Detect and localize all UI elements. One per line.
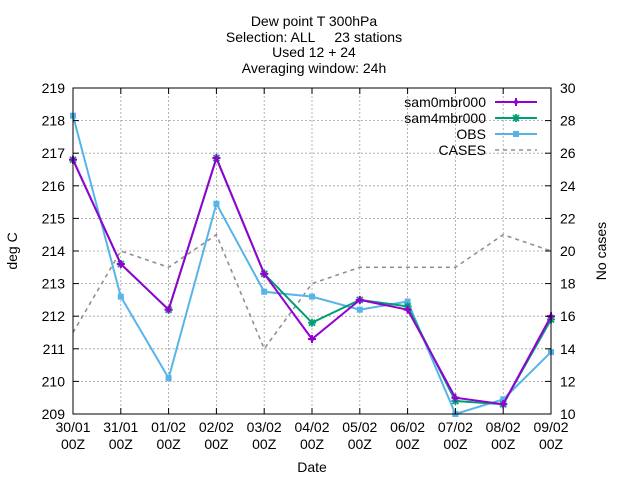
x-tick-label-time: 00Z [300,436,325,452]
legend-label: sam0mbr000 [404,94,486,110]
point-marker-center [309,336,315,342]
series-sam0mbr000 [69,154,555,409]
square-point-marker [356,306,363,313]
x-tick-label-date: 06/02 [390,419,425,435]
y2-tick-label: 28 [560,113,576,129]
x-tick-label-time: 00Z [491,436,516,452]
point-marker-center [513,99,519,105]
y-tick-label: 213 [42,276,66,292]
y-tick-label: 217 [42,145,66,161]
y2-tick-label: 26 [560,145,576,161]
square-point-marker [213,200,220,207]
point-marker-center [405,307,410,312]
y-tick-label: 218 [42,113,66,129]
x-tick-label-time: 00Z [443,436,468,452]
point-marker-center [453,395,458,400]
point-marker-center [357,297,362,303]
x-tick-label-time: 00Z [539,436,564,452]
legend-label: OBS [456,126,486,142]
star-point-marker [512,114,520,122]
y2-tick-label: 14 [560,341,576,357]
x-tick-label-time: 00Z [109,436,134,452]
title-line-2: Selection: ALL 23 stations [226,29,402,45]
x-tick-label-date: 07/02 [438,419,473,435]
title-line-1: Dew point T 300hPa [251,13,378,29]
square-point-marker [165,375,172,382]
y-tick-label: 215 [42,210,66,226]
y2-tick-label: 20 [560,243,576,259]
x-tick-label-time: 00Z [157,436,182,452]
x-tick-label-time: 00Z [252,436,277,452]
point-marker-center [262,271,267,277]
x-tick-label-date: 08/02 [486,419,521,435]
x-axis-label: Date [297,459,327,475]
y2-tick-label: 10 [560,406,576,422]
series-line [72,233,552,351]
y-tick-label: 210 [42,373,66,389]
x-tick-label-time: 00Z [61,436,86,452]
x-tick-label-date: 05/02 [342,419,377,435]
plot-series [69,112,555,417]
x-tick-label-time: 00Z [204,436,229,452]
legend-label: sam4mbr000 [404,110,486,126]
y2-tick-label: 12 [560,373,576,389]
y2-tick-label: 30 [560,80,576,96]
y2-tick-label: 22 [560,210,576,226]
y-tick-label: 209 [42,406,66,422]
x-tick-label-date: 09/02 [533,419,568,435]
x-tick-label-time: 00Z [348,436,373,452]
y-axis-label: deg C [4,232,20,269]
square-point-marker [500,396,507,403]
title-line-3: Used 12 + 24 [272,44,356,60]
point-marker-center [214,155,219,161]
square-point-marker [261,288,268,295]
legend-label: CASES [439,142,486,158]
title-line-4: Averaging window: 24h [242,60,387,76]
y2-tick-label: 18 [560,276,576,292]
point-marker-center [166,307,171,312]
square-point-marker [309,293,315,300]
y-tick-label: 214 [42,243,66,259]
x-tick-label-date: 03/02 [247,419,282,435]
series-cases [72,233,552,351]
x-tick-label-date: 30/01 [55,419,90,435]
y2-tick-label: 24 [560,178,576,194]
x-tick-label-time: 00Z [396,436,421,452]
x-tick-label-date: 04/02 [294,419,329,435]
x-tick-label-date: 31/01 [103,419,138,435]
axes: 209 210 211 212 213 214 215 216 217 218 219 10 12 14 1… [42,80,576,452]
point-marker-center [118,261,124,267]
y-tick-label: 212 [42,308,66,324]
star-point-marker [308,319,316,327]
x-tick-label-date: 01/02 [151,419,186,435]
square-point-marker [404,298,411,305]
y2-axis-label: No cases [593,222,609,280]
point-marker-center [501,402,506,407]
y2-tick-label: 16 [560,308,576,324]
square-point-marker [513,131,519,137]
chart-title: Dew point T 300hPa Selection: ALL 23 sta… [226,13,402,76]
square-point-marker [117,293,124,300]
y-tick-label: 216 [42,178,66,194]
x-tick-label-date: 02/02 [199,419,234,435]
y-tick-label: 211 [43,341,66,357]
y-tick-label: 219 [42,80,66,96]
